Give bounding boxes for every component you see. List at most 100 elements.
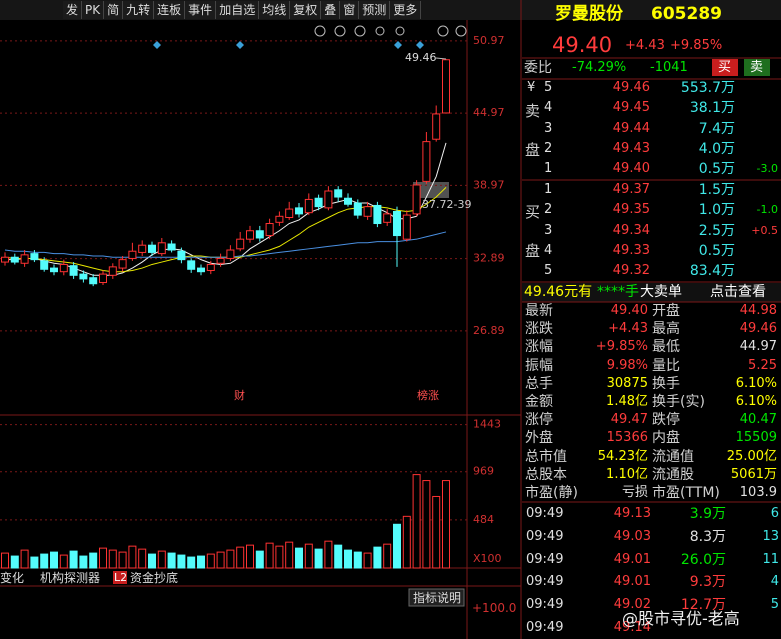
candle-body	[422, 141, 431, 182]
volume-bar	[40, 553, 49, 569]
currency: ¥	[527, 80, 536, 95]
indicator-tab[interactable]: 资金抄底	[130, 571, 179, 585]
candle-body	[226, 249, 235, 259]
trade-time: 09:49	[526, 551, 564, 567]
volume-bar	[383, 543, 392, 569]
y-tick-label: 1443	[473, 418, 501, 431]
toolbar-button[interactable]: 叠	[321, 1, 341, 19]
toolbar-button[interactable]: 九转	[123, 1, 155, 19]
volume-bar	[187, 556, 196, 569]
candle-body	[99, 273, 107, 284]
book-volume: 0.5万	[698, 161, 735, 178]
volume-bar	[216, 551, 225, 569]
banner-item[interactable]: 点击查看	[710, 284, 766, 300]
sell-button-bg[interactable]	[744, 59, 770, 76]
volume-bar	[373, 546, 382, 569]
y-tick-label: 32.89	[473, 252, 505, 265]
stat-value: 49.46	[739, 321, 777, 337]
stat-label: 涨幅	[525, 339, 553, 356]
volume-bar	[412, 474, 421, 569]
stock-code: 605289	[651, 4, 722, 24]
book-price: 49.35	[612, 202, 650, 218]
indicator-level: +100.0	[472, 601, 517, 615]
candle-body	[148, 244, 156, 253]
stat-value: 49.47	[610, 412, 648, 428]
book-price: 49.40	[612, 161, 650, 177]
volume-bar	[324, 540, 333, 569]
banner-item: ****手	[597, 284, 639, 300]
book-price: 49.46	[612, 80, 650, 95]
stat-label: 最高	[652, 321, 680, 338]
banner-item: 49.46元有	[524, 284, 593, 300]
candle-body	[255, 230, 264, 239]
candle-body	[442, 59, 450, 114]
candle-body	[69, 265, 78, 276]
help-button-bg[interactable]	[408, 588, 465, 607]
stat-value: 15509	[735, 430, 777, 446]
book-volume: 0.5万	[698, 242, 735, 259]
trade-volume: 8.3万	[689, 528, 726, 545]
volume-bar	[167, 552, 176, 569]
volume-bar	[118, 551, 127, 569]
candle-body	[108, 266, 117, 276]
book-volume: 1.0万	[698, 202, 735, 219]
toolbar-button[interactable]: PK	[82, 1, 105, 19]
indicator-tab[interactable]: 机构探测器	[40, 571, 101, 585]
banner-bg	[522, 283, 781, 302]
candle-body	[275, 215, 284, 223]
book-price: 49.37	[612, 182, 650, 197]
toolbar-button[interactable]: 预测	[359, 1, 391, 19]
stat-label: 内盘	[652, 430, 680, 447]
level: 3	[544, 222, 553, 238]
candle-body	[344, 197, 352, 205]
level: 4	[544, 242, 553, 258]
candle-body	[334, 189, 343, 198]
y-tick-label: 969	[473, 465, 494, 478]
volume-bar	[177, 554, 186, 569]
trade-price: 49.14	[613, 620, 651, 635]
high-label: 49.46	[405, 51, 437, 64]
side-label: 盘	[525, 242, 541, 260]
book-price: 49.43	[612, 140, 650, 156]
volume-bar	[128, 545, 137, 569]
stat-label: 跌停	[652, 412, 680, 429]
toolbar-button[interactable]: 加自选	[216, 1, 260, 19]
volume-bar	[432, 495, 441, 569]
book-volume: 7.4万	[698, 120, 735, 137]
candle-body	[216, 257, 225, 264]
indicator-tab[interactable]: 变化	[0, 571, 25, 585]
stat-value: 49.40	[610, 303, 648, 318]
toolbar-button[interactable]: 更多	[390, 1, 422, 19]
candle-body	[30, 253, 39, 261]
candle-body	[187, 260, 196, 270]
toolbar-button[interactable]: 均线	[259, 1, 291, 19]
volume-bar	[255, 550, 264, 569]
book-volume: 553.7万	[680, 80, 735, 96]
stat-label: 振幅	[525, 357, 553, 374]
book-volume: 4.0万	[698, 140, 735, 157]
toolbar-button[interactable]: 复权	[290, 1, 322, 19]
help-button[interactable]: 指标说明	[413, 591, 462, 605]
candle-body	[167, 243, 176, 251]
stat-value: 5.25	[748, 357, 777, 373]
stat-label: 换手	[652, 375, 680, 392]
candle-body	[363, 206, 372, 217]
stat-value: 54.23亿	[597, 448, 648, 464]
trade-count: 6	[770, 506, 779, 521]
buy-button[interactable]: 买	[718, 60, 732, 75]
level: 3	[544, 120, 553, 136]
y-tick-label: 484	[473, 513, 494, 526]
toolbar-button[interactable]: 事件	[185, 1, 217, 19]
sell-button[interactable]: 卖	[750, 60, 764, 75]
toolbar-button[interactable]: 简	[104, 1, 124, 19]
toolbar-button[interactable]: 连板	[154, 1, 186, 19]
trade-count: 13	[762, 528, 779, 544]
weibi-label: 委比	[524, 60, 552, 76]
weicha: -1041	[650, 60, 688, 75]
volume-unit: X100	[473, 552, 502, 565]
buy-button-bg[interactable]	[712, 59, 738, 76]
volume-bar	[304, 543, 313, 569]
change-pct: +9.85%	[670, 38, 723, 53]
toolbar-button[interactable]: 发	[63, 1, 83, 19]
toolbar-button[interactable]: 窗	[340, 1, 360, 19]
